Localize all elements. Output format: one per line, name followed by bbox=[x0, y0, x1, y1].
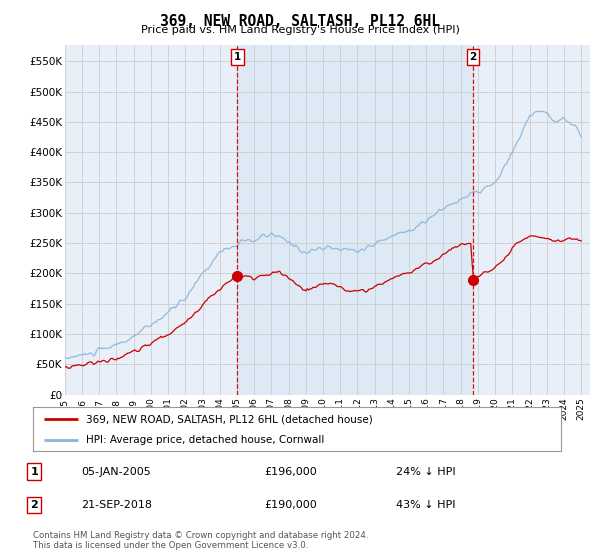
Text: 369, NEW ROAD, SALTASH, PL12 6HL: 369, NEW ROAD, SALTASH, PL12 6HL bbox=[160, 14, 440, 29]
Text: £196,000: £196,000 bbox=[264, 466, 317, 477]
Text: 43% ↓ HPI: 43% ↓ HPI bbox=[396, 500, 455, 510]
Text: 21-SEP-2018: 21-SEP-2018 bbox=[81, 500, 152, 510]
Text: HPI: Average price, detached house, Cornwall: HPI: Average price, detached house, Corn… bbox=[86, 435, 324, 445]
Text: 1: 1 bbox=[234, 52, 241, 62]
Bar bbox=[238, 45, 473, 395]
Text: 2: 2 bbox=[469, 52, 477, 62]
Text: Price paid vs. HM Land Registry's House Price Index (HPI): Price paid vs. HM Land Registry's House … bbox=[140, 25, 460, 35]
Text: 1: 1 bbox=[31, 466, 38, 477]
Text: 369, NEW ROAD, SALTASH, PL12 6HL (detached house): 369, NEW ROAD, SALTASH, PL12 6HL (detach… bbox=[86, 414, 373, 424]
Text: £190,000: £190,000 bbox=[264, 500, 317, 510]
Text: 24% ↓ HPI: 24% ↓ HPI bbox=[396, 466, 455, 477]
Text: 05-JAN-2005: 05-JAN-2005 bbox=[81, 466, 151, 477]
Text: 2: 2 bbox=[31, 500, 38, 510]
Text: Contains HM Land Registry data © Crown copyright and database right 2024.
This d: Contains HM Land Registry data © Crown c… bbox=[33, 531, 368, 550]
